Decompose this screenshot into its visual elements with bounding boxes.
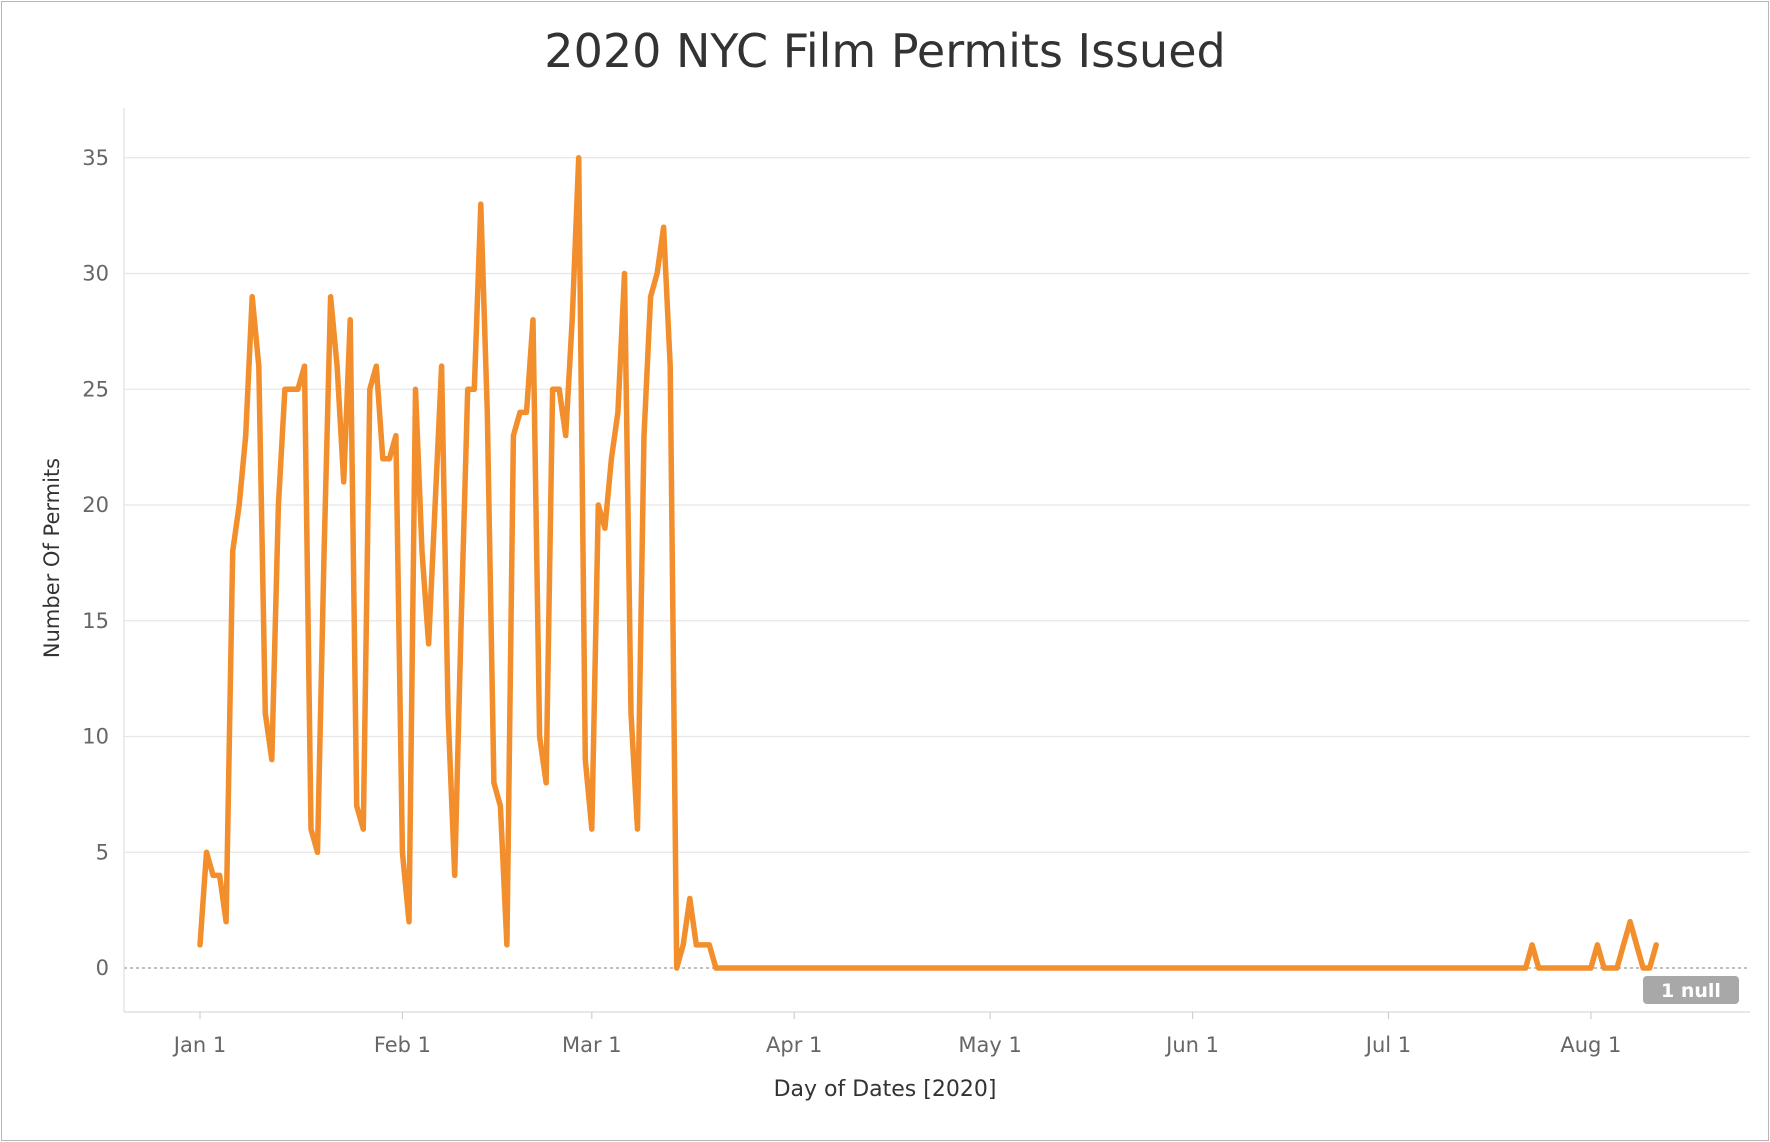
y-axis-ticks: 0 5 10 15 20 25 30 35 xyxy=(82,146,109,980)
x-tick-label: Feb 1 xyxy=(374,1033,431,1057)
x-tick-label: Jul 1 xyxy=(1364,1033,1411,1057)
x-tick-label: Mar 1 xyxy=(562,1033,622,1057)
x-tick-label: Apr 1 xyxy=(766,1033,822,1057)
y-tick-label: 25 xyxy=(82,377,109,401)
y-tick-label: 20 xyxy=(82,493,109,517)
x-axis: Jan 1 Feb 1 Mar 1 Apr 1 May 1 Jun 1 Jul 1 Aug 1 xyxy=(124,1011,1750,1057)
y-tick-label: 35 xyxy=(82,146,109,170)
x-tick-label: Jun 1 xyxy=(1164,1033,1219,1057)
chart-title: 2020 NYC Film Permits Issued xyxy=(544,24,1226,78)
x-tick-label: Aug 1 xyxy=(1560,1033,1621,1057)
null-indicator-label: 1 null xyxy=(1661,980,1721,1002)
x-tick-label: May 1 xyxy=(958,1033,1021,1057)
gridlines xyxy=(123,108,1750,1012)
y-tick-label: 0 xyxy=(96,956,109,980)
series-lines xyxy=(197,155,1659,971)
y-tick-label: 10 xyxy=(82,725,109,749)
y-tick-label: 5 xyxy=(96,840,109,864)
x-tick-label: Jan 1 xyxy=(172,1033,226,1057)
x-axis-label: Day of Dates [2020] xyxy=(773,1077,997,1102)
y-tick-label: 30 xyxy=(82,262,109,286)
null-indicator[interactable]: 1 null xyxy=(1643,976,1739,1004)
y-tick-label: 15 xyxy=(82,609,109,633)
null-indicator-background xyxy=(1643,976,1739,1004)
series-line xyxy=(197,155,1659,971)
